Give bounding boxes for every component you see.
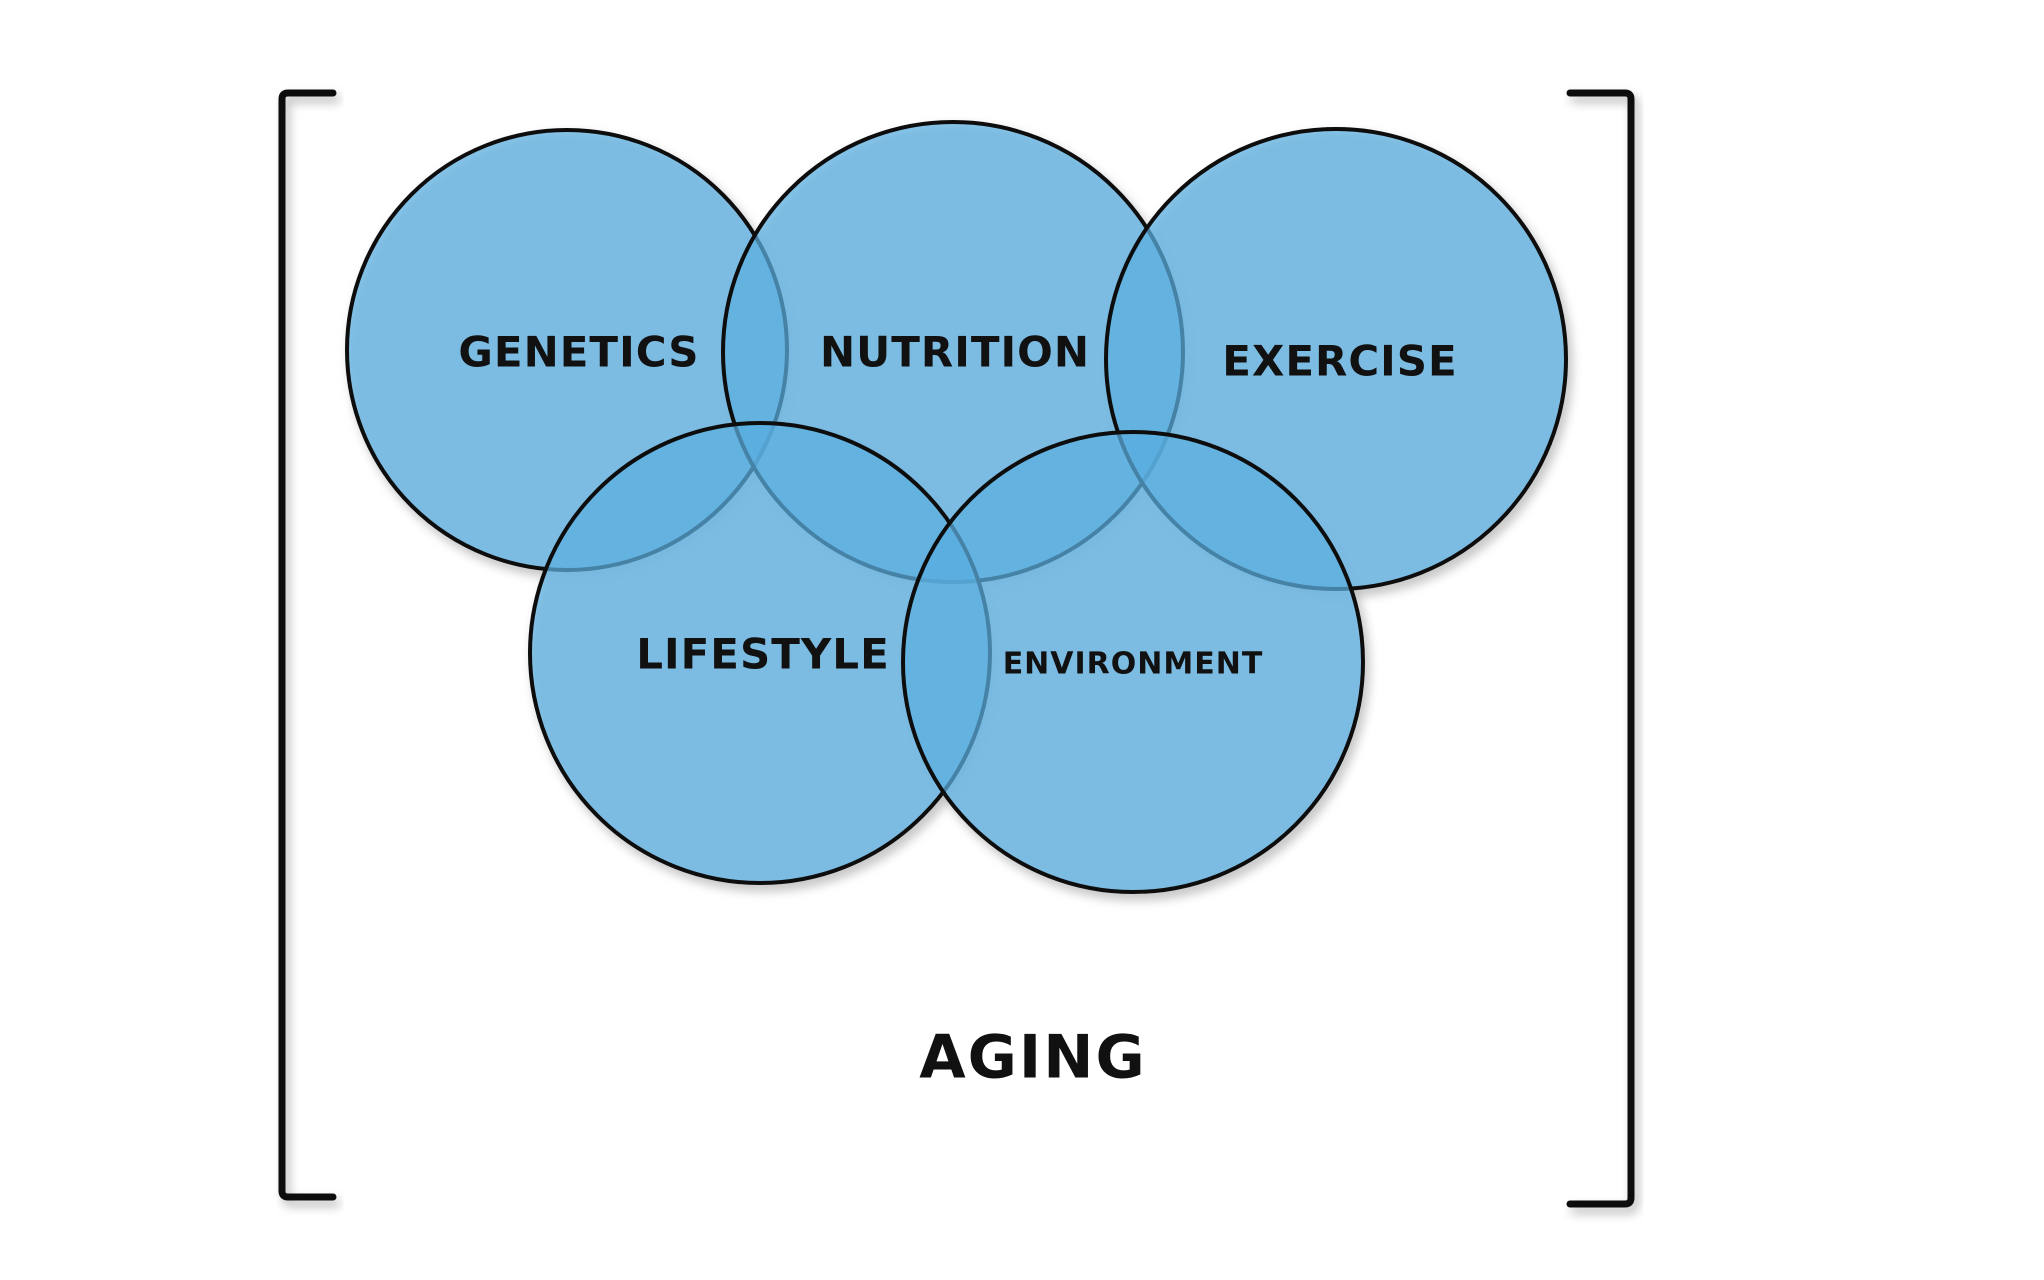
nutrition-label: NUTRITION xyxy=(820,328,1090,377)
left-bracket xyxy=(278,89,337,1201)
lifestyle-label: LIFESTYLE xyxy=(636,630,890,679)
right-bracket xyxy=(1566,89,1635,1208)
environment-label: ENVIRONMENT xyxy=(1003,647,1264,682)
aging-label: AGING xyxy=(919,1023,1146,1093)
exercise-label: EXERCISE xyxy=(1222,337,1458,386)
environment-circle xyxy=(901,430,1365,894)
factor-circles xyxy=(345,120,1568,894)
genetics-label: GENETICS xyxy=(458,328,699,377)
